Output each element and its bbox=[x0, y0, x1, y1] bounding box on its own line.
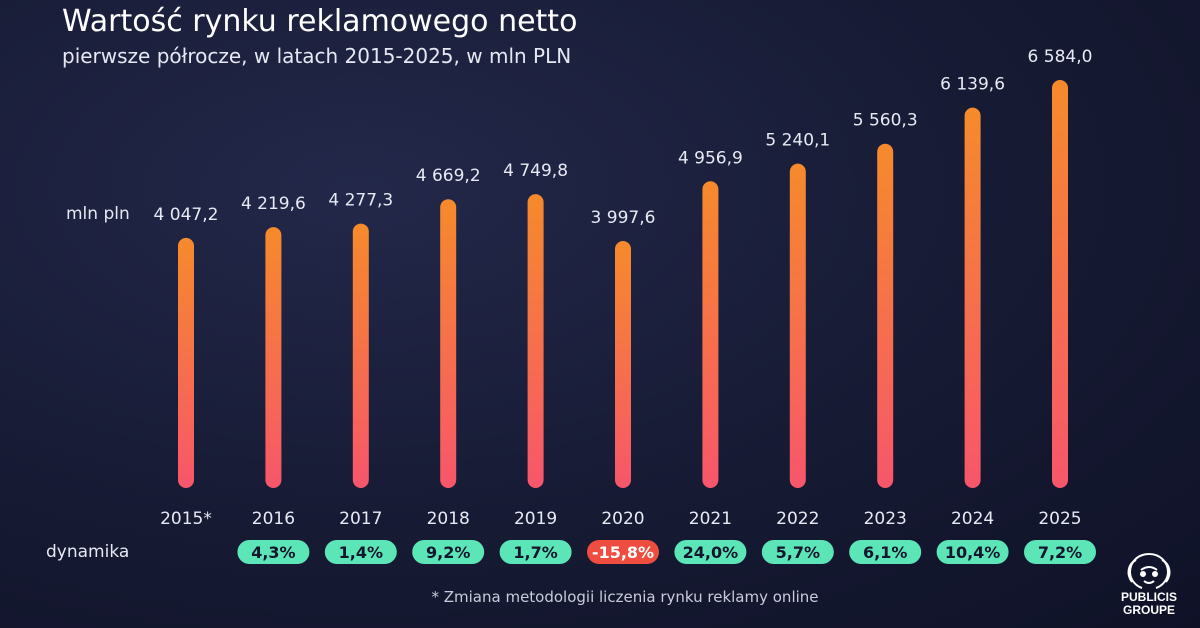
chart-subtitle: pierwsze półrocze, w latach 2015-2025, w… bbox=[62, 44, 572, 68]
year-label: 2023 bbox=[864, 509, 907, 529]
year-label: 2019 bbox=[514, 509, 557, 529]
bar bbox=[265, 227, 282, 488]
logo-text-line1: PUBLICIS bbox=[1120, 590, 1177, 604]
dynamics-label-value: 9,2% bbox=[426, 543, 470, 562]
footnote: * Zmiana metodologii liczenia rynku rekl… bbox=[431, 588, 819, 606]
year-label: 2024 bbox=[951, 509, 994, 529]
dynamics-badge bbox=[674, 540, 747, 564]
dynamics-badge bbox=[936, 540, 1009, 564]
dynamics-badge-negative bbox=[587, 540, 659, 564]
year-label: 2016 bbox=[252, 509, 295, 529]
bars-group bbox=[178, 80, 1068, 488]
value-label: 4 277,3 bbox=[328, 191, 393, 211]
value-label: 4 047,2 bbox=[154, 205, 219, 225]
bar bbox=[178, 237, 194, 488]
value-label: 4 219,6 bbox=[241, 194, 306, 214]
bar bbox=[702, 181, 719, 488]
bar bbox=[615, 241, 631, 488]
bar bbox=[789, 163, 806, 488]
dynamics-badge bbox=[499, 540, 572, 564]
bar bbox=[440, 199, 457, 488]
bar bbox=[527, 194, 544, 488]
value-labels-group: 4 047,2 4 219,6 4 277,3 4 669,2 4 749,8 3 997… bbox=[154, 47, 1093, 228]
year-label: 2015* bbox=[160, 509, 212, 529]
dynamics-badge bbox=[849, 540, 922, 564]
year-label: 2018 bbox=[427, 509, 470, 529]
value-label: 4 669,2 bbox=[416, 166, 481, 186]
year-labels-group: 2015* 2016 2017 2018 2019 2020 2021 2022 2023 202… bbox=[160, 509, 1082, 529]
year-label: 2021 bbox=[689, 509, 732, 529]
dynamics-label-value: 5,7% bbox=[776, 543, 820, 562]
dynamics-label-value: 4,3% bbox=[251, 543, 295, 562]
dynamics-badges-group: 4,3% 1,4% 9,2% 1,7% -15,8% 24,0% 5,7% 6,1% 10,4%… bbox=[237, 540, 1096, 564]
dynamics-label-value: 10,4% bbox=[945, 543, 1001, 562]
dynamics-badge bbox=[324, 540, 397, 564]
value-label: 4 956,9 bbox=[678, 148, 743, 168]
value-label: 3 997,6 bbox=[591, 208, 656, 228]
value-label: 6 584,0 bbox=[1028, 47, 1093, 67]
dynamics-badge bbox=[761, 540, 834, 564]
bar bbox=[964, 107, 981, 488]
unit-label: mln pln bbox=[66, 204, 130, 224]
dynamics-label-value: -15,8% bbox=[592, 543, 654, 562]
logo-text-line2: GROUPE bbox=[1122, 603, 1175, 617]
bar bbox=[352, 223, 369, 488]
lion-head-icon bbox=[1127, 553, 1171, 589]
dynamics-label-value: 24,0% bbox=[683, 543, 739, 562]
value-label: 6 139,6 bbox=[940, 75, 1005, 95]
dynamics-badge bbox=[237, 540, 310, 564]
bar bbox=[877, 143, 894, 488]
year-label: 2017 bbox=[339, 509, 382, 529]
bar bbox=[1052, 80, 1068, 488]
dynamics-label-value: 1,4% bbox=[339, 543, 383, 562]
dynamics-badge bbox=[1024, 540, 1096, 564]
value-label: 4 749,8 bbox=[503, 161, 568, 181]
year-label: 2020 bbox=[601, 509, 644, 529]
year-label: 2022 bbox=[776, 509, 819, 529]
chart-title: Wartość rynku reklamowego netto bbox=[62, 4, 578, 39]
year-label: 2025 bbox=[1038, 509, 1081, 529]
dynamics-label: dynamika bbox=[46, 542, 130, 562]
dynamics-label-value: 6,1% bbox=[863, 543, 907, 562]
dynamics-label-value: 7,2% bbox=[1038, 543, 1082, 562]
dynamics-label-value: 1,7% bbox=[513, 543, 557, 562]
dynamics-badge bbox=[412, 540, 485, 564]
value-label: 5 240,1 bbox=[765, 131, 830, 151]
value-label: 5 560,3 bbox=[853, 111, 918, 131]
